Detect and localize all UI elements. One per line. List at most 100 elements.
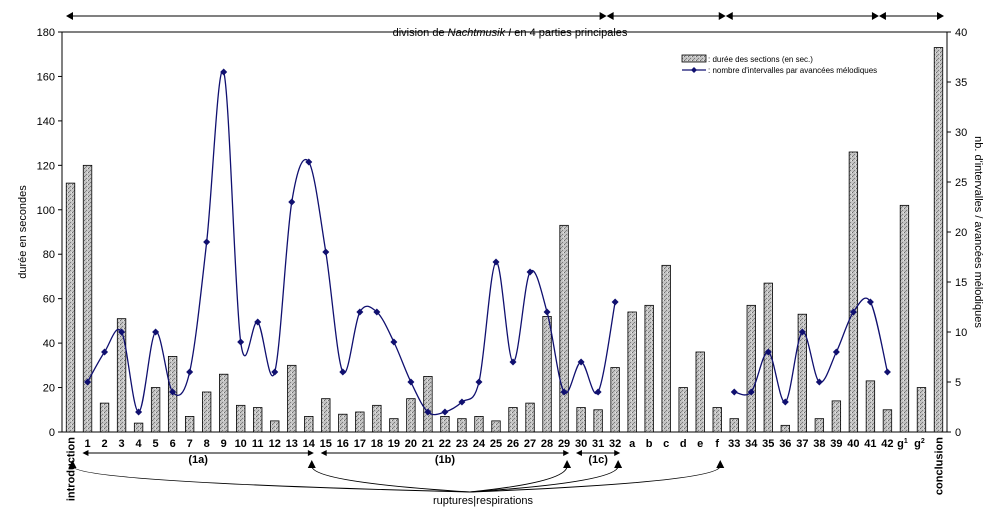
y2-tick-label: 5 bbox=[955, 377, 961, 389]
division-arrow-left bbox=[66, 12, 73, 20]
category-superscript: 1 bbox=[904, 438, 908, 445]
bar bbox=[729, 418, 739, 433]
bar bbox=[610, 367, 620, 433]
line-point bbox=[84, 378, 92, 386]
category-label: 6 bbox=[170, 438, 176, 450]
legend-line-label: : nombre d'intervalles par avancées mélo… bbox=[708, 66, 877, 75]
category-label: 21 bbox=[422, 438, 434, 450]
bar bbox=[678, 387, 688, 433]
category-label: 35 bbox=[762, 438, 774, 450]
bar bbox=[355, 411, 365, 433]
ruptures bbox=[68, 460, 725, 493]
bar bbox=[184, 416, 195, 433]
category-label: 12 bbox=[269, 438, 281, 450]
rupture-curve bbox=[469, 465, 619, 493]
rupture-arrowhead bbox=[307, 460, 316, 468]
bar bbox=[916, 387, 927, 433]
bar bbox=[133, 422, 144, 433]
bar bbox=[474, 416, 484, 433]
bar bbox=[457, 418, 467, 433]
line-point bbox=[815, 378, 823, 386]
bar bbox=[508, 407, 518, 433]
category-label: 24 bbox=[473, 438, 486, 450]
bar bbox=[882, 409, 893, 433]
category-label: a bbox=[629, 438, 636, 450]
bar bbox=[491, 420, 501, 433]
bar bbox=[865, 380, 876, 433]
legend-line-marker bbox=[691, 67, 697, 73]
category-label: 38 bbox=[813, 438, 825, 450]
category-label: 20 bbox=[405, 438, 417, 450]
line-point bbox=[118, 328, 126, 336]
rupture-arrowhead bbox=[563, 460, 572, 468]
line-point bbox=[764, 348, 772, 356]
category-label: 41 bbox=[864, 438, 876, 450]
subgroup-arrow-right bbox=[563, 450, 570, 456]
y-tick-label: 80 bbox=[43, 249, 55, 261]
subgroup-label: (1b) bbox=[435, 454, 456, 466]
line-point bbox=[186, 368, 194, 376]
bar bbox=[236, 404, 246, 433]
line-point bbox=[832, 348, 840, 356]
category-label: 34 bbox=[745, 438, 758, 450]
line-point bbox=[781, 398, 789, 406]
line-point bbox=[254, 318, 262, 326]
bar bbox=[338, 413, 348, 433]
category-label: c bbox=[663, 438, 669, 450]
bar bbox=[712, 407, 722, 433]
line-point bbox=[203, 238, 211, 246]
bar bbox=[593, 409, 603, 433]
rupture-curve bbox=[311, 465, 471, 493]
line-point bbox=[407, 378, 415, 386]
bar bbox=[440, 416, 450, 433]
line-point bbox=[509, 358, 517, 366]
category-label: 29 bbox=[558, 438, 570, 450]
line-point bbox=[543, 308, 551, 316]
subgroup-label: (1a) bbox=[188, 454, 208, 466]
bar bbox=[814, 418, 825, 433]
category-label: 3 bbox=[119, 438, 125, 450]
bar bbox=[661, 264, 671, 433]
line-point bbox=[288, 198, 296, 206]
bar bbox=[542, 316, 552, 433]
category-label: 26 bbox=[507, 438, 519, 450]
title-part-1: division de bbox=[393, 27, 448, 39]
category-label: 17 bbox=[354, 438, 366, 450]
subgroup-label: (1c) bbox=[588, 454, 608, 466]
section-divisions bbox=[66, 12, 944, 20]
bar bbox=[695, 351, 705, 433]
category-label: 23 bbox=[456, 438, 468, 450]
y-tick-label: 120 bbox=[37, 160, 55, 172]
bar bbox=[848, 151, 859, 433]
bar bbox=[899, 204, 910, 433]
rupture-arrowhead bbox=[68, 460, 77, 468]
bar bbox=[831, 400, 842, 433]
bar bbox=[321, 398, 331, 433]
rupture-arrowhead bbox=[614, 460, 623, 468]
bar bbox=[253, 407, 263, 433]
line-point bbox=[560, 388, 568, 396]
category-label: 9 bbox=[221, 438, 227, 450]
line-point bbox=[526, 268, 534, 276]
y2-axis-ticks: 0 5 10 15 20 25 30 35 40 bbox=[947, 27, 967, 439]
rupture-curve bbox=[72, 465, 471, 493]
title-part-2: Nachtmusik I bbox=[448, 27, 512, 39]
plot-frame bbox=[61, 31, 948, 433]
category-label: 31 bbox=[592, 438, 604, 450]
bar bbox=[644, 304, 654, 433]
line-point bbox=[849, 308, 857, 316]
category-label: b bbox=[646, 438, 653, 450]
subgroup-arrow-right bbox=[307, 450, 314, 456]
category-label: 33 bbox=[728, 438, 740, 450]
division-arrow-right bbox=[718, 12, 726, 20]
category-label: 13 bbox=[286, 438, 298, 450]
category-label: f bbox=[715, 438, 719, 450]
category-label: 15 bbox=[320, 438, 332, 450]
bar bbox=[270, 420, 280, 433]
line-point bbox=[424, 408, 432, 416]
subgroup-arrow-right bbox=[614, 450, 621, 456]
bar bbox=[746, 304, 756, 433]
y2-tick-label: 15 bbox=[955, 277, 967, 289]
division-arrow-left bbox=[606, 12, 614, 20]
